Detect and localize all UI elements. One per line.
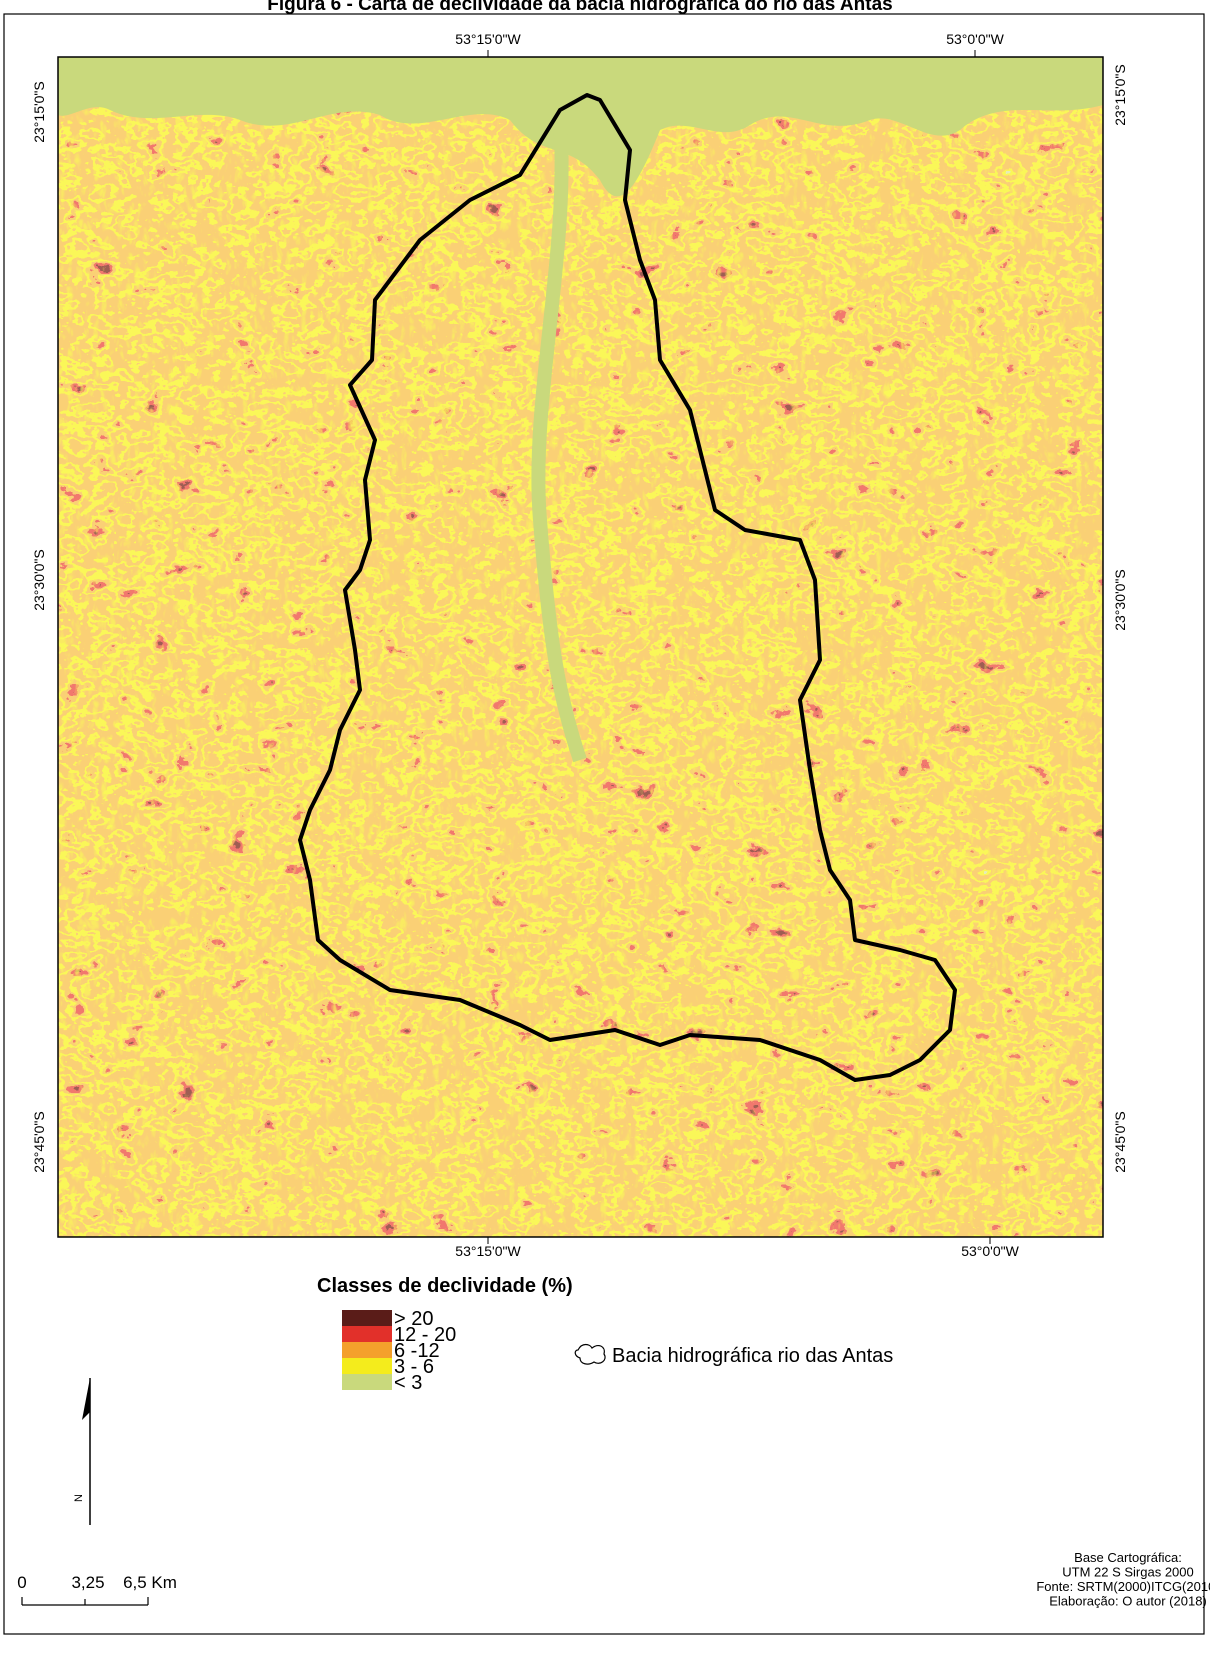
latitude-label: 23°30'0"S (31, 549, 47, 611)
scale-label: 6,5 Km (123, 1573, 177, 1592)
credit-line: UTM 22 S Sirgas 2000 (1062, 1565, 1194, 1580)
legend-swatch (342, 1374, 392, 1390)
latitude-label: 23°45'0"S (1112, 1111, 1128, 1173)
legend-label: < 3 (394, 1372, 422, 1394)
slope-raster (58, 57, 1103, 1237)
longitude-label: 53°15'0"W (455, 1243, 521, 1259)
longitude-label: 53°0'0"W (961, 1243, 1019, 1259)
credit-line: Base Cartográfica: (1074, 1550, 1182, 1565)
scale-bar (22, 1597, 148, 1605)
scale-label: 3,25 (71, 1573, 104, 1592)
credit-line: Fonte: SRTM(2000)ITCG(2010) (1036, 1579, 1210, 1594)
latitude-label: 23°15'0"S (31, 81, 47, 143)
longitude-label: 53°15'0"W (455, 31, 521, 47)
legend-swatch (342, 1342, 392, 1358)
latitude-label: 23°30'0"S (1112, 569, 1128, 631)
scale-label: 0 (17, 1573, 26, 1592)
longitude-label: 53°0'0"W (946, 31, 1004, 47)
page: Figura 6 - Carta de declividade da bacia… (0, 0, 1210, 1653)
figure-title: Figura 6 - Carta de declividade da bacia… (267, 0, 892, 15)
basin-legend-label: Bacia hidrográfica rio das Antas (612, 1345, 893, 1367)
legend-swatch (342, 1326, 392, 1342)
latitude-label: 23°45'0"S (31, 1111, 47, 1173)
legend-swatch (342, 1310, 392, 1326)
credit-line: Elaboração: O autor (2018) (1049, 1594, 1207, 1609)
latitude-label: 23°15'0"S (1112, 64, 1128, 126)
legend-title: Classes de declividade (%) (317, 1275, 573, 1297)
north-label: N (73, 1494, 85, 1502)
basin-legend-icon (575, 1345, 605, 1365)
map-figure: Figura 6 - Carta de declividade da bacia… (0, 0, 1210, 1653)
legend-swatch (342, 1358, 392, 1374)
